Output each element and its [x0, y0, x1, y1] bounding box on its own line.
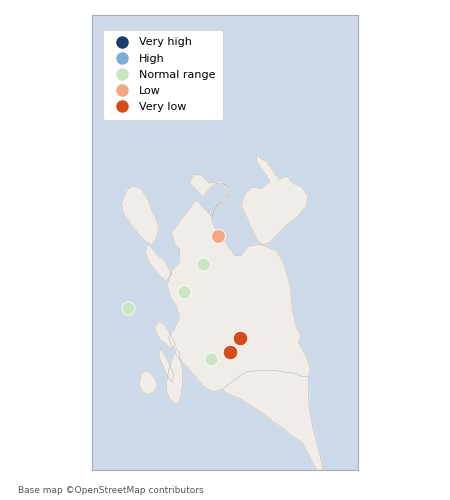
Point	[180, 288, 188, 296]
Polygon shape	[166, 348, 183, 404]
Point	[199, 260, 206, 268]
Polygon shape	[167, 155, 310, 392]
Point	[236, 334, 243, 342]
Point	[214, 232, 221, 239]
Point	[207, 356, 215, 364]
Polygon shape	[169, 318, 406, 500]
Polygon shape	[122, 186, 159, 244]
Legend: Very high, High, Normal range, Low, Very low: Very high, High, Normal range, Low, Very…	[103, 30, 223, 120]
Text: Base map ©OpenStreetMap contributors: Base map ©OpenStreetMap contributors	[18, 486, 203, 495]
Point	[226, 348, 234, 356]
Point	[124, 304, 131, 312]
Polygon shape	[140, 370, 158, 394]
Polygon shape	[145, 243, 171, 281]
Polygon shape	[155, 322, 176, 348]
Polygon shape	[159, 348, 174, 382]
